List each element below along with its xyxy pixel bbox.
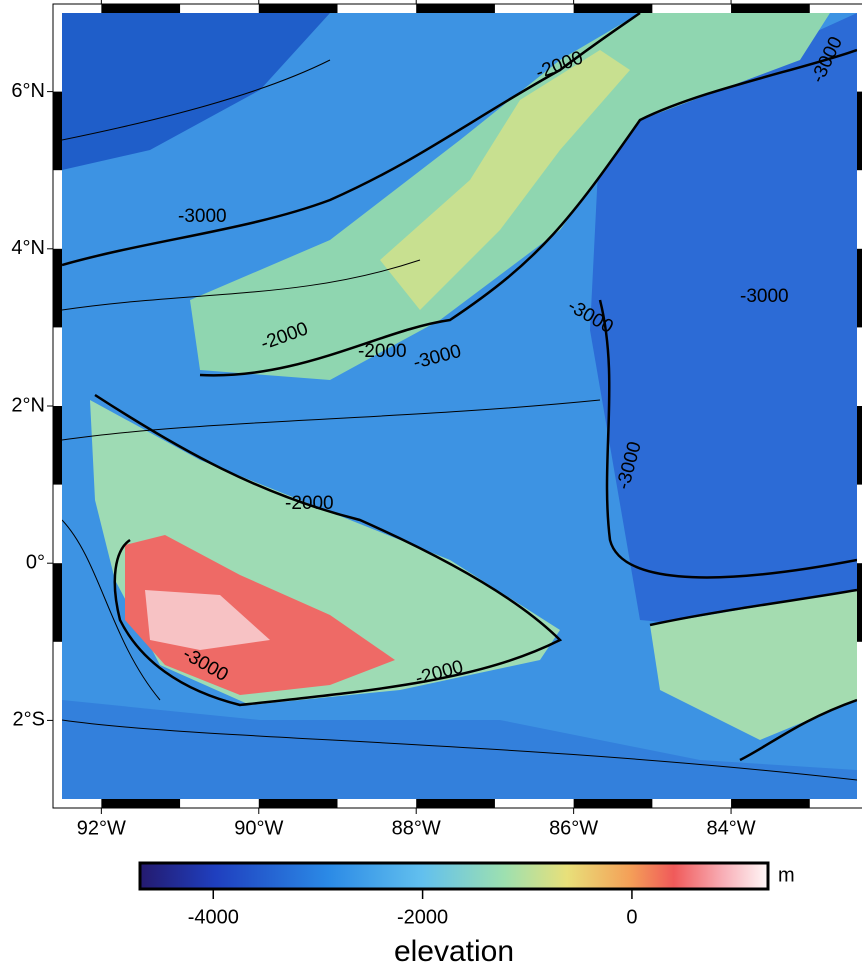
contour-line xyxy=(598,299,857,579)
frame-segment xyxy=(258,4,338,13)
x-tick-label: 86°W xyxy=(549,817,598,839)
frame-segment xyxy=(573,4,653,13)
frame-segment xyxy=(101,799,181,808)
map-frame: 92°W 90°W 88°W 86°W 84°W 2°S 0° 2°N 4°N 6°N xyxy=(11,0,862,839)
galapagos-peaks xyxy=(145,590,270,650)
deep-trench xyxy=(590,13,857,640)
contour-label: -3000 xyxy=(740,286,789,307)
contour-label: -2000 xyxy=(358,341,407,362)
southeast-plateau xyxy=(650,590,857,740)
frame-segment xyxy=(573,799,653,808)
frame-segment xyxy=(101,4,181,13)
contour-label: -3000 xyxy=(178,206,227,227)
frame-segment xyxy=(258,799,338,808)
x-tick-label: 88°W xyxy=(392,817,441,839)
y-tick-label: 6°N xyxy=(11,80,45,102)
contour-line xyxy=(649,588,857,762)
frame-segment xyxy=(53,248,62,328)
frame-segment xyxy=(53,91,62,171)
colorbar-tick-label: -2000 xyxy=(397,906,448,928)
galapagos-platform xyxy=(125,535,395,695)
frame-segment xyxy=(416,4,495,13)
deep-basin xyxy=(62,13,330,170)
contour-line xyxy=(199,48,857,377)
frame-segment xyxy=(731,4,810,13)
frame-segment xyxy=(857,406,862,485)
frame-border xyxy=(52,3,862,809)
frame-segment xyxy=(53,406,62,485)
contour-line xyxy=(62,59,857,781)
map-area: -2000 -3000 -3000 -2000 -2000 -3000 -300… xyxy=(62,13,857,799)
deep-south xyxy=(62,700,857,799)
colorbar-label: elevation xyxy=(394,935,514,968)
frame-segment xyxy=(731,799,810,808)
colorbar-unit: m xyxy=(778,864,795,886)
contour-line xyxy=(62,13,641,267)
contour-line xyxy=(94,393,563,707)
frame-segment xyxy=(53,563,62,642)
y-tick-label: 2°N xyxy=(11,394,45,416)
x-tick-label: 90°W xyxy=(234,817,283,839)
x-tick-label: 84°W xyxy=(706,817,755,839)
colorbar: m elevation -4000 -2000 0 xyxy=(138,861,795,968)
ridge-crest xyxy=(380,50,630,310)
colorbar-tick-label: -4000 xyxy=(188,906,239,928)
y-tick-label: 0° xyxy=(26,551,45,573)
colorbar-tick-label: 0 xyxy=(626,906,637,928)
y-tick-label: 4°N xyxy=(11,237,45,259)
frame-segment xyxy=(857,91,862,171)
y-tick-label: 2°S xyxy=(13,709,45,731)
frame-segment xyxy=(857,563,862,642)
colorbar-ramp xyxy=(138,861,770,891)
frame-segment xyxy=(416,799,495,808)
contour-label: -2000 xyxy=(285,493,334,514)
frame-segment xyxy=(857,248,862,328)
x-tick-label: 92°W xyxy=(77,817,126,839)
